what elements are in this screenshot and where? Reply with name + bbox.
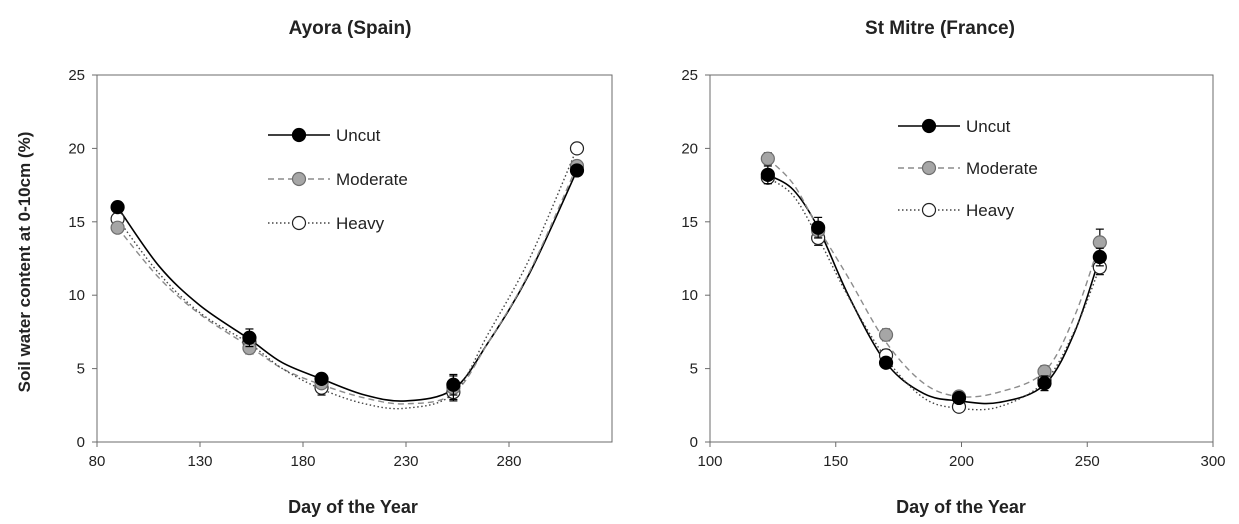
plot-frame [709,74,1214,443]
data-point-uncut [878,355,894,370]
data-point-uncut [951,390,967,406]
chart-panel-st-mitre: St Mitre (France) Day of the Year 0 5 10 15… [681,18,1225,517]
chart-title-ayora: Ayora (Spain) [289,18,412,39]
y-tick-label: 25 [681,67,698,84]
y-tick-label: 20 [681,140,698,157]
y-axis-label-ayora: Soil water content at 0-10cm (%) [15,132,34,393]
series-line-heavy [117,148,578,410]
y-tick-label: 0 [690,434,698,451]
legend-marker-moderate [921,160,937,176]
x-tick-label: 150 [823,453,848,470]
data-point-uncut [1037,376,1052,391]
plot-area-ayora: 0 5 10 15 20 25 80 130 180 230 280 Uncut Moderate Hea… [68,67,613,470]
x-tick-label: 280 [496,453,521,470]
legend-marker-heavy [291,215,307,231]
y-tick-label: 0 [77,434,85,451]
x-axis-label-ayora: Day of the Year [288,497,418,517]
x-tick-label: 130 [187,453,212,470]
plot-area-st-mitre: 0 5 10 15 20 25 100 150 200 250 300 Uncut Moderate He… [681,67,1225,470]
x-tick-label: 100 [697,453,722,470]
data-point-uncut [811,220,826,235]
data-point-uncut [110,200,125,215]
series-line-uncut [116,170,578,402]
legend-label-heavy: Heavy [336,214,385,233]
data-point-moderate [878,327,894,342]
x-tick-label: 180 [290,453,315,470]
y-tick-label: 20 [68,140,85,157]
y-tick-label: 5 [77,361,85,378]
legend-label-moderate: Moderate [336,170,408,189]
plot-frame [96,74,613,443]
data-point-uncut [314,371,329,386]
legend-marker-moderate [291,171,307,187]
y-tick-label: 5 [690,361,698,378]
legend-label-moderate: Moderate [966,159,1038,178]
legend-marker-uncut [921,118,937,134]
x-tick-label: 230 [393,453,418,470]
chart-panel-ayora: Ayora (Spain) Soil water content at 0-10… [15,18,613,517]
data-point-uncut [446,377,461,392]
data-point-heavy [569,141,585,156]
y-tick-label: 15 [681,214,698,231]
series-line-moderate [117,165,578,405]
y-tick-label: 25 [68,67,85,84]
data-point-moderate [110,220,125,235]
data-point-uncut [760,167,775,182]
y-tick-label: 10 [68,287,85,304]
legend-marker-heavy [921,202,937,218]
y-tick-label: 10 [681,287,698,304]
series-line-moderate [767,158,1101,398]
y-tick-label: 15 [68,214,85,231]
data-point-uncut [1092,249,1107,265]
x-tick-label: 300 [1200,453,1225,470]
data-point-moderate [760,151,775,166]
data-point-uncut [242,330,257,345]
data-point-moderate [1092,235,1107,250]
data-point-uncut [569,163,585,178]
legend-marker-uncut [291,127,307,143]
legend-label-uncut: Uncut [336,126,381,145]
legend-label-heavy: Heavy [966,201,1015,220]
x-tick-label: 200 [949,453,974,470]
legend-label-uncut: Uncut [966,117,1011,136]
x-axis-label-st-mitre: Day of the Year [896,497,1026,517]
x-tick-label: 250 [1075,453,1100,470]
chart-title-st-mitre: St Mitre (France) [865,18,1015,39]
x-tick-label: 80 [89,453,106,470]
